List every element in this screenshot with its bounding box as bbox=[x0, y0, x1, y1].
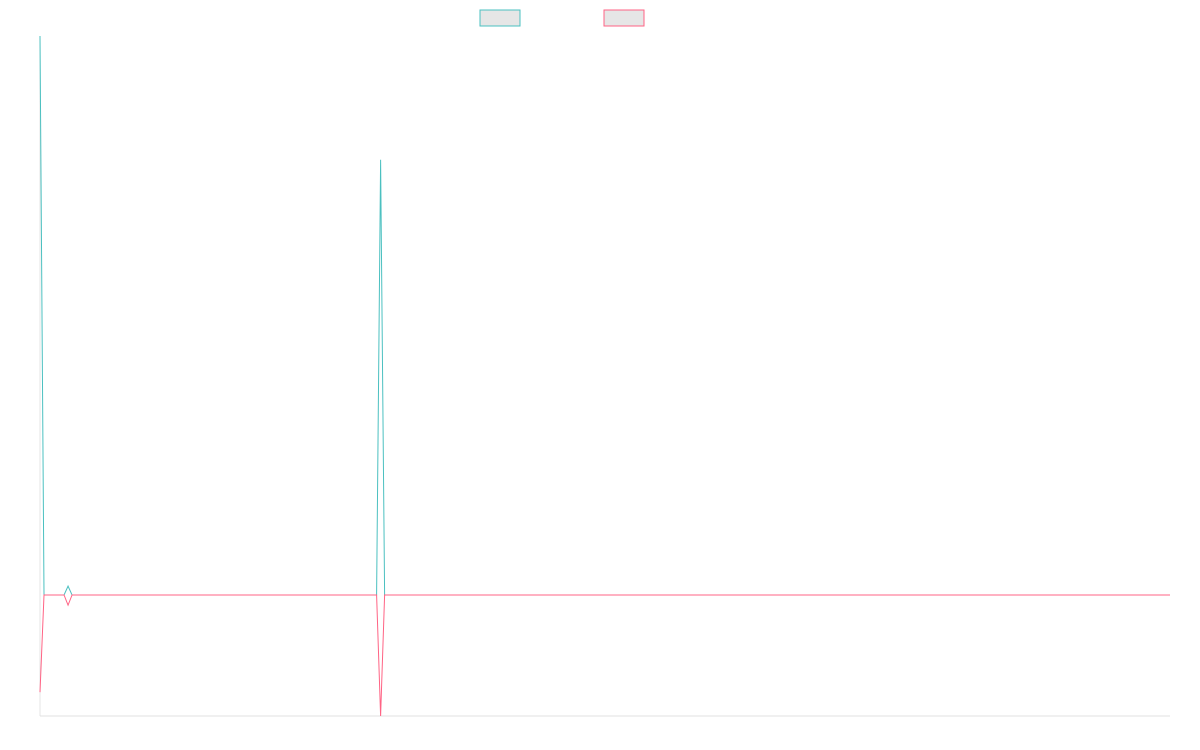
series-line bbox=[39, 35, 1170, 596]
legend-swatch[interactable] bbox=[603, 9, 645, 27]
series-line bbox=[39, 594, 1170, 717]
legend-swatch[interactable] bbox=[479, 9, 521, 27]
